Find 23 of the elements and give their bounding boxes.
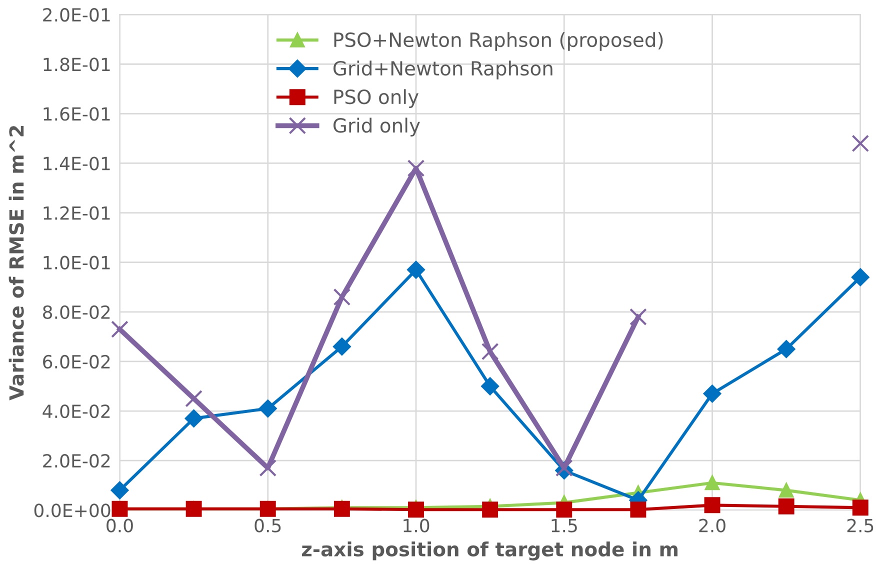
y-tick-label: 1.2E-01 (44, 206, 110, 220)
x-tick-label: 0.5 (254, 518, 281, 532)
y-tick-label: 6.0E-02 (43, 354, 110, 369)
x-tick-label: 0.0 (106, 518, 133, 532)
x-tick-label: 2.0 (699, 518, 726, 532)
y-tick-label: 1.6E-01 (44, 107, 110, 121)
legend-label: Grid+Newton Raphson (334, 60, 552, 80)
legend-label: PSO only (334, 89, 419, 108)
y-tick-label: 2.0E-02 (43, 454, 110, 468)
y-tick-label: 4.0E-02 (42, 404, 110, 418)
x-axis-title: z-axis position of target node in m (302, 541, 678, 560)
y-tick-label: 1.0E-01 (44, 256, 110, 270)
x-tick-label: 1.0 (404, 518, 430, 532)
legend-label: PSO+Newton Raphson (proposed) (334, 32, 663, 51)
y-axis-title: Variance of RMSE in m^2 (8, 126, 24, 400)
legend-label: Grid only (334, 118, 420, 137)
y-tick-label: 8.0E-02 (43, 305, 110, 320)
y-tick-label: 1.8E-01 (44, 58, 110, 72)
x-tick-label: 2.5 (847, 518, 874, 532)
y-tick-label: 1.4E-01 (44, 156, 110, 170)
y-tick-label: 2.0E-01 (43, 8, 110, 22)
y-tick-label: 0.0E+00 (34, 504, 110, 518)
x-tick-label: 1.5 (552, 519, 577, 532)
